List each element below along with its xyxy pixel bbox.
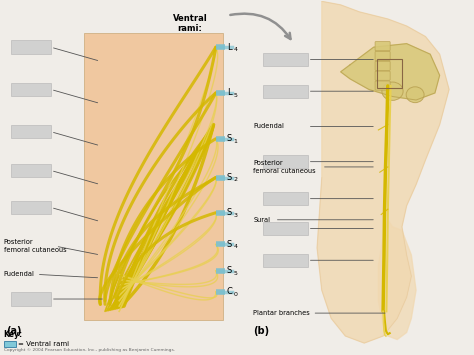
FancyBboxPatch shape	[263, 53, 308, 66]
Polygon shape	[341, 44, 439, 100]
Ellipse shape	[382, 82, 403, 100]
Text: 2: 2	[233, 178, 237, 182]
Text: Copyright © 2004 Pearson Education, Inc., publishing as Benjamin Cummings.: Copyright © 2004 Pearson Education, Inc.…	[4, 349, 175, 353]
FancyBboxPatch shape	[263, 192, 308, 205]
FancyBboxPatch shape	[375, 61, 390, 70]
Text: = Ventral rami: = Ventral rami	[18, 341, 69, 347]
FancyBboxPatch shape	[263, 222, 308, 235]
Text: S: S	[227, 266, 232, 275]
FancyBboxPatch shape	[84, 33, 223, 320]
Text: 5: 5	[233, 93, 237, 98]
Ellipse shape	[406, 87, 424, 103]
Text: Sural: Sural	[254, 217, 271, 223]
FancyBboxPatch shape	[11, 125, 51, 138]
FancyBboxPatch shape	[11, 292, 51, 306]
Text: C: C	[227, 288, 233, 296]
Text: 3: 3	[233, 213, 237, 218]
FancyBboxPatch shape	[263, 155, 308, 168]
Text: S: S	[227, 134, 232, 143]
Text: Posterior
femoral cutaneous: Posterior femoral cutaneous	[4, 239, 66, 253]
FancyBboxPatch shape	[11, 164, 51, 177]
FancyBboxPatch shape	[263, 253, 308, 267]
Text: Ventral
rami:: Ventral rami:	[173, 14, 207, 33]
Text: Posterior
femoral cutaneous: Posterior femoral cutaneous	[254, 160, 316, 174]
Text: Plantar branches: Plantar branches	[254, 310, 310, 316]
FancyBboxPatch shape	[11, 83, 51, 96]
FancyBboxPatch shape	[11, 201, 51, 214]
Text: S: S	[227, 208, 232, 217]
FancyBboxPatch shape	[4, 341, 16, 347]
Text: Pudendal: Pudendal	[254, 124, 284, 130]
FancyBboxPatch shape	[375, 81, 390, 90]
Text: S: S	[227, 173, 232, 182]
Text: Key:: Key:	[4, 331, 23, 339]
Text: 0: 0	[233, 292, 237, 297]
FancyBboxPatch shape	[375, 51, 390, 61]
Polygon shape	[378, 220, 416, 339]
Text: L: L	[227, 43, 231, 52]
Text: Pudendal: Pudendal	[4, 271, 35, 277]
Text: S: S	[227, 240, 232, 249]
FancyBboxPatch shape	[263, 84, 308, 98]
Text: 4: 4	[233, 244, 237, 250]
Text: 4: 4	[233, 47, 237, 52]
Polygon shape	[317, 1, 449, 343]
FancyBboxPatch shape	[11, 40, 51, 54]
Text: 1: 1	[233, 139, 237, 144]
Text: (a): (a)	[6, 326, 22, 336]
Text: L: L	[227, 88, 231, 98]
FancyBboxPatch shape	[375, 71, 390, 80]
FancyBboxPatch shape	[375, 42, 390, 51]
Text: 5: 5	[233, 271, 237, 276]
Text: (b): (b)	[254, 326, 270, 336]
